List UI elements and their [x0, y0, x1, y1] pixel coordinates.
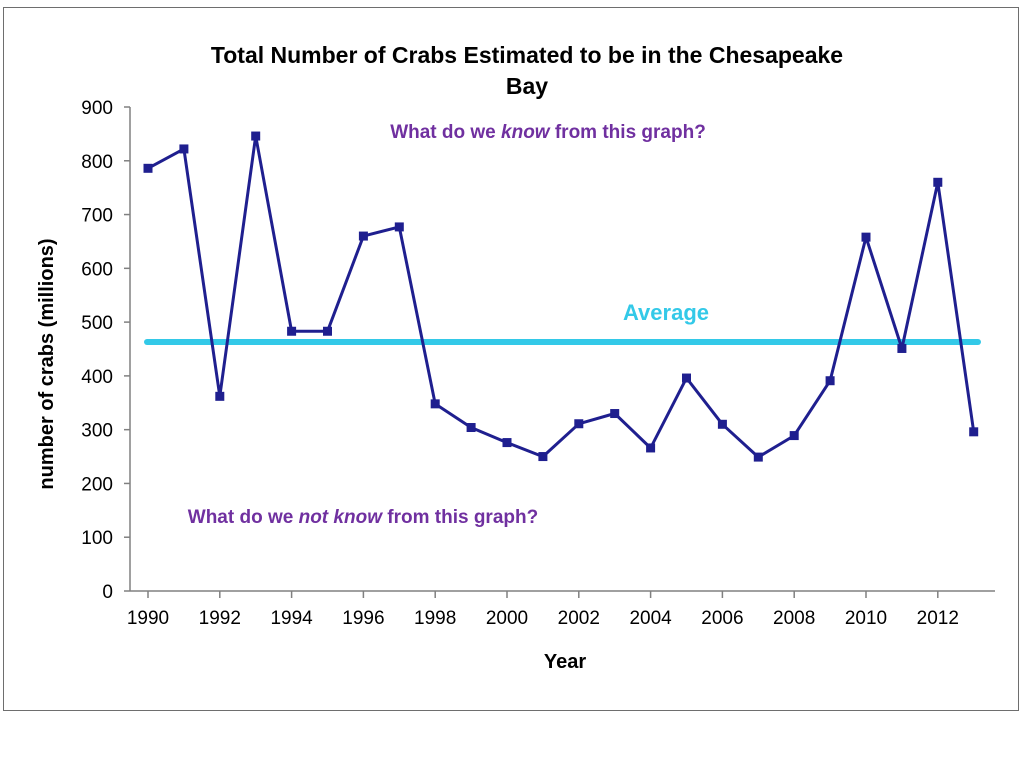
y-tick-label: 0 — [102, 582, 113, 603]
y-tick-label: 300 — [81, 421, 113, 442]
x-tick-label: 2010 — [845, 608, 887, 629]
y-tick-label: 400 — [81, 367, 113, 388]
data-point-marker — [610, 409, 620, 419]
average-label: Average — [623, 300, 709, 325]
x-tick-label: 1996 — [342, 608, 384, 629]
data-point-marker — [574, 419, 584, 429]
data-point-marker — [466, 423, 476, 433]
y-axis-label: number of crabs (millions) — [36, 238, 58, 489]
y-tick-label: 800 — [81, 152, 113, 173]
x-tick-label: 2004 — [629, 608, 672, 629]
data-point-marker — [430, 399, 440, 409]
x-tick-label: 2002 — [558, 608, 600, 629]
data-point-marker — [287, 326, 297, 336]
data-point-marker — [358, 231, 368, 241]
data-point-marker — [179, 144, 189, 154]
y-tick-label: 200 — [81, 474, 113, 495]
y-tick-label: 700 — [81, 206, 113, 227]
x-tick-label: 2008 — [773, 608, 815, 629]
data-point-marker — [394, 222, 404, 232]
x-axis-ticks: 1990 1992 1994 1996 1998 2000 2002 2004 2006 2008… — [127, 591, 959, 629]
data-point-marker — [143, 163, 153, 173]
data-point-marker — [897, 343, 907, 353]
x-tick-label: 1998 — [414, 608, 456, 629]
data-markers — [143, 131, 979, 462]
chart-title-line2: Bay — [506, 73, 548, 99]
x-tick-label: 1990 — [127, 608, 169, 629]
x-tick-label: 1992 — [199, 608, 241, 629]
data-point-marker — [825, 376, 835, 386]
y-tick-label: 100 — [81, 528, 113, 549]
data-point-marker — [215, 391, 225, 401]
data-point-marker — [933, 177, 943, 187]
x-tick-label: 2006 — [701, 608, 743, 629]
data-point-marker — [753, 452, 763, 462]
data-point-marker — [538, 452, 548, 462]
x-tick-label: 1994 — [270, 608, 313, 629]
series-line — [147, 134, 976, 459]
chart-title-line1: Total Number of Crabs Estimated to be in… — [211, 42, 843, 68]
y-tick-label: 900 — [81, 98, 113, 119]
slide-frame — [3, 7, 1019, 711]
data-point-marker — [323, 326, 332, 336]
data-point-marker — [861, 232, 871, 242]
data-point-marker — [969, 427, 979, 437]
x-tick-label: 2000 — [486, 608, 528, 629]
question-know: What do we know from this graph? — [390, 122, 706, 143]
data-point-marker — [251, 131, 261, 141]
question-not-know: What do we not know from this graph? — [188, 507, 538, 528]
data-point-marker — [646, 443, 656, 453]
x-axis-label: Year — [544, 651, 586, 673]
data-point-marker — [789, 431, 799, 441]
data-point-marker — [502, 438, 512, 448]
y-tick-label: 600 — [81, 259, 113, 280]
y-tick-label: 500 — [81, 313, 113, 334]
x-tick-label: 2012 — [917, 608, 959, 629]
data-point-marker — [682, 373, 691, 383]
data-point-marker — [717, 419, 727, 429]
y-axis-ticks: 0 100 200 300 400 500 600 700 800 900 — [81, 98, 130, 603]
